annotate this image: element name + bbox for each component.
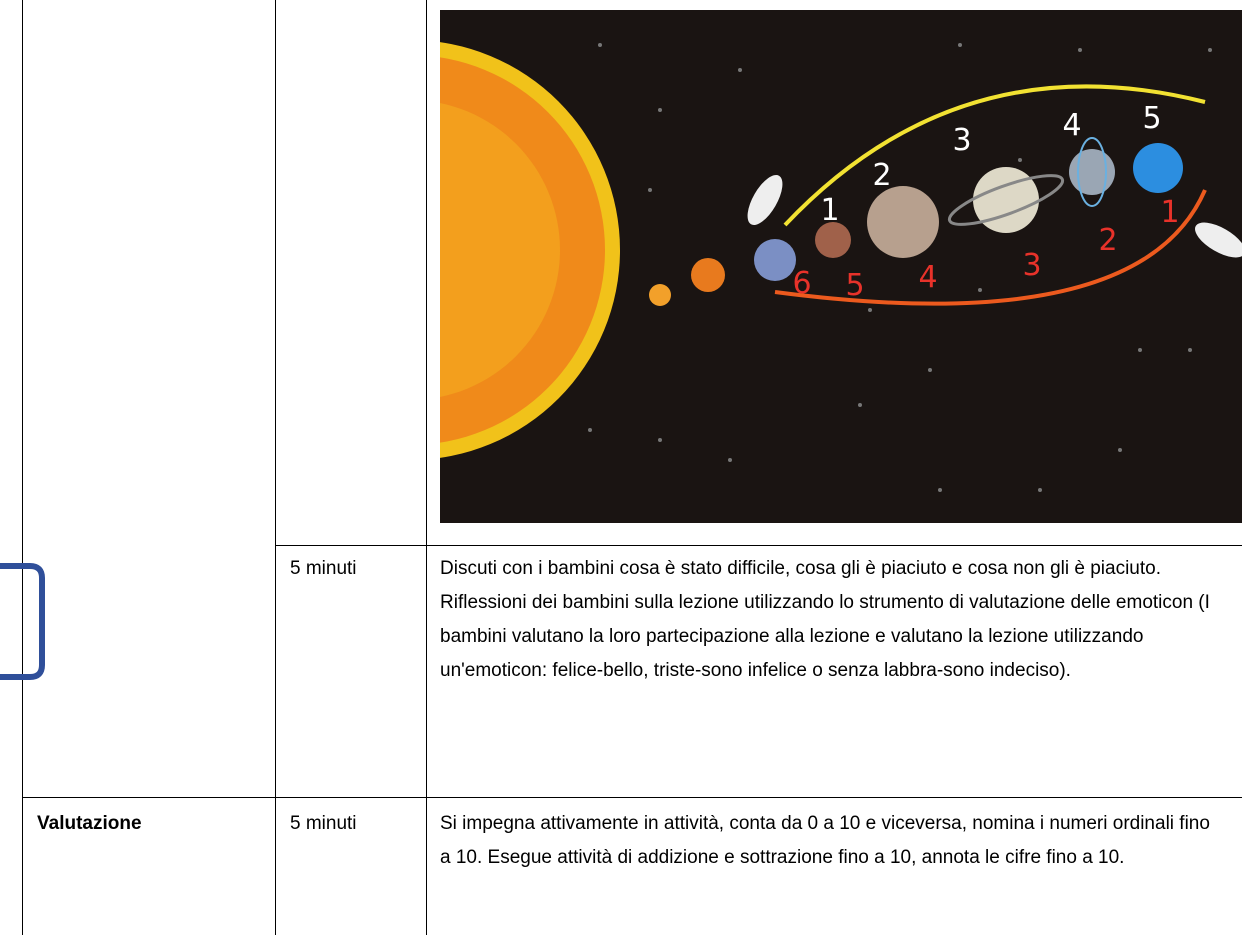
planet-number: 5 bbox=[845, 268, 864, 303]
border bbox=[275, 0, 276, 935]
border bbox=[22, 0, 23, 935]
description: Discuti con i bambini cosa è stato diffi… bbox=[440, 552, 1240, 688]
planet-number: 4 bbox=[1062, 108, 1081, 143]
planet-number: 2 bbox=[872, 158, 891, 193]
duration: 5 minuti bbox=[290, 807, 357, 841]
planet-number: 5 bbox=[1142, 101, 1161, 136]
border bbox=[22, 797, 1242, 798]
planet-number: 6 bbox=[792, 266, 811, 301]
phase: Valutazione bbox=[37, 807, 142, 841]
description: Si impegna attivamente in attività, cont… bbox=[440, 807, 1220, 875]
border bbox=[275, 545, 1242, 546]
planet-number: 2 bbox=[1098, 223, 1117, 258]
planet-number: 1 bbox=[820, 193, 839, 228]
planet-number: 3 bbox=[952, 123, 971, 158]
bracket bbox=[0, 560, 50, 685]
planet-number: 3 bbox=[1022, 248, 1041, 283]
duration: 5 minuti bbox=[290, 552, 357, 586]
planet-number: 1 bbox=[1160, 195, 1179, 230]
page: 12345654321 5 minuti Discuti con i bambi… bbox=[0, 0, 1242, 935]
planet-number: 4 bbox=[918, 260, 937, 295]
border bbox=[426, 0, 427, 935]
